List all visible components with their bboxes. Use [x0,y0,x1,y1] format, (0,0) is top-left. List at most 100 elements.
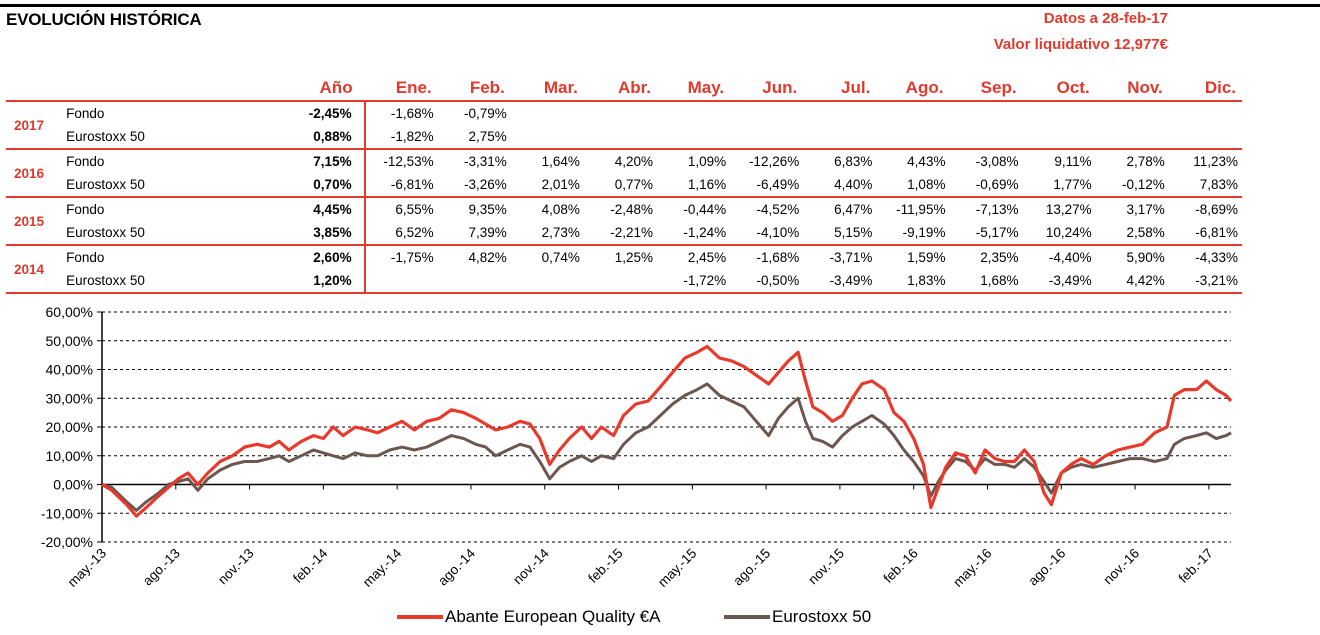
month-return [1169,101,1242,125]
month-return: -12,26% [748,154,800,169]
month-return: 6,55% [395,202,434,217]
month-return: 4,82% [468,250,507,265]
month-return: 1,08% [876,173,950,198]
y-tick-label: 10,00% [46,448,93,464]
row-label-text: Eurostoxx 50 [66,225,145,240]
x-tick-label: nov.-13 [215,546,257,588]
y-tick-label: 0,00% [53,477,93,493]
row-label: Eurostoxx 50 1,20% [64,269,366,294]
month-return [584,101,657,125]
legend-label-index: Eurostoxx 50 [772,607,872,626]
header-month: Dic. [1168,76,1242,102]
x-tick-label: ago.-13 [140,546,183,589]
year-label: 2016 [6,149,65,198]
month-return: 2,75% [437,125,511,150]
month-return [1095,125,1169,150]
row-label: Eurostoxx 50 0,88% [64,125,366,150]
returns-table: Año Ene. Feb. Mar. Abr. May. Jun. Jul. Ago. Sep. O… [6,76,1242,294]
month-return [437,269,511,294]
table-row-fund: 2015 Fondo 4,45% 6,55% 9,35% 4,08% -2,48% -0,44… [6,197,1242,246]
row-label: Fondo 4,45% [64,197,366,221]
month-return: 13,27% [1045,202,1092,217]
month-return: -1,24% [657,221,731,246]
month-return: 9,35% [468,202,507,217]
month-return: 4,40% [803,173,877,198]
month-return: -4,52% [756,202,800,217]
month-return [510,269,584,294]
month-return: 5,90% [1126,250,1165,265]
month-return: 4,20% [614,154,654,169]
x-tick-label: ago.-14 [435,545,478,588]
month-return: -1,82% [364,125,438,150]
header-month: Mar. [510,76,584,102]
month-return: 2,01% [510,173,584,198]
header-month: May. [657,76,731,102]
row-label: Fondo 2,60% [64,245,366,269]
month-return [803,101,876,125]
row-total: 3,85% [313,225,352,240]
row-total: 0,70% [313,177,352,192]
month-return [657,125,731,150]
month-return [583,125,658,150]
month-return: -9,19% [876,221,950,246]
table-row-fund: 2016 Fondo 7,15% -12,53% -3,31% 1,64% 4,20% 1,0… [6,149,1242,198]
legend-item-fund: Abante European Quality €A [397,604,660,630]
x-tick-label: nov.-14 [510,545,552,587]
month-return: -6,49% [730,173,804,198]
month-return: -1,68% [390,106,434,121]
x-tick-label: feb.-16 [880,546,920,586]
x-tick-label: feb.-17 [1176,546,1216,586]
page-title: EVOLUCIÓN HISTÓRICA [6,10,202,29]
row-total: 7,15% [313,154,352,169]
x-tick-label: may.-14 [360,545,405,590]
month-return: 2,58% [1095,221,1169,246]
month-return: -0,44% [683,202,727,217]
header-year: Año [64,76,365,102]
month-return: 11,23% [1193,154,1238,169]
month-return: -3,08% [975,154,1019,169]
x-tick-label: may.-15 [655,546,699,590]
header-month: Jul. [803,76,877,102]
net-asset-value: Valor liquidativo 12,977€ [993,36,1168,53]
month-return: -7,13% [975,202,1019,217]
month-return: 7,83% [1168,173,1242,198]
month-return: 6,52% [364,221,438,246]
performance-chart: -20,00% -10,00% 0,00% 10,00% 20,00% 30,00% 40,… [41,304,1233,590]
y-tick-label: 50,00% [46,333,93,349]
month-return: -4,40% [1048,250,1092,265]
month-return: -8,69% [1195,202,1238,217]
table-row-index: Eurostoxx 50 0,88% -1,82% 2,75% [6,125,1242,150]
x-tick-label: nov.-15 [805,546,847,588]
month-return: -3,31% [464,154,507,169]
x-tick-label: may.-13 [65,546,109,590]
month-return: 2,35% [980,250,1019,265]
header-month: Abr. [583,76,658,102]
month-return: 1,68% [949,269,1023,294]
month-return: 0,74% [541,250,580,265]
row-label-text: Fondo [66,202,105,217]
x-tick-label: ago.-15 [730,546,773,589]
month-return: 9,11% [1054,154,1092,169]
table-row-index: Eurostoxx 50 3,85% 6,52% 7,39% 2,73% -2,21% -1… [6,221,1242,246]
row-label-text: Eurostoxx 50 [66,177,145,192]
header-month: Nov. [1095,76,1169,102]
chart-legend: Abante European Quality €A Eurostoxx 50 [0,604,1320,630]
month-return: -0,79% [464,106,507,121]
y-tick-label: 60,00% [46,304,93,320]
month-return [1096,101,1169,125]
x-tick-label: may.-16 [950,546,994,590]
row-total: 0,88% [313,129,352,144]
legend-label-fund: Abante European Quality €A [445,607,661,626]
table-header-row: Año Ene. Feb. Mar. Abr. May. Jun. Jul. Ago. Sep. O… [6,76,1242,102]
row-label-text: Fondo [66,154,105,169]
month-return: -1,68% [756,250,800,265]
month-return: -5,17% [949,221,1023,246]
month-return: -4,10% [730,221,804,246]
month-return [876,125,950,150]
legend-swatch-index [724,615,770,619]
header-month: Sep. [949,76,1023,102]
row-label-text: Fondo [66,250,105,265]
table-row-index: Eurostoxx 50 1,20% -1,72% -0,50% -3,49% 1,83%… [6,269,1242,294]
month-return: 3,17% [1126,202,1165,217]
month-return [803,125,877,150]
